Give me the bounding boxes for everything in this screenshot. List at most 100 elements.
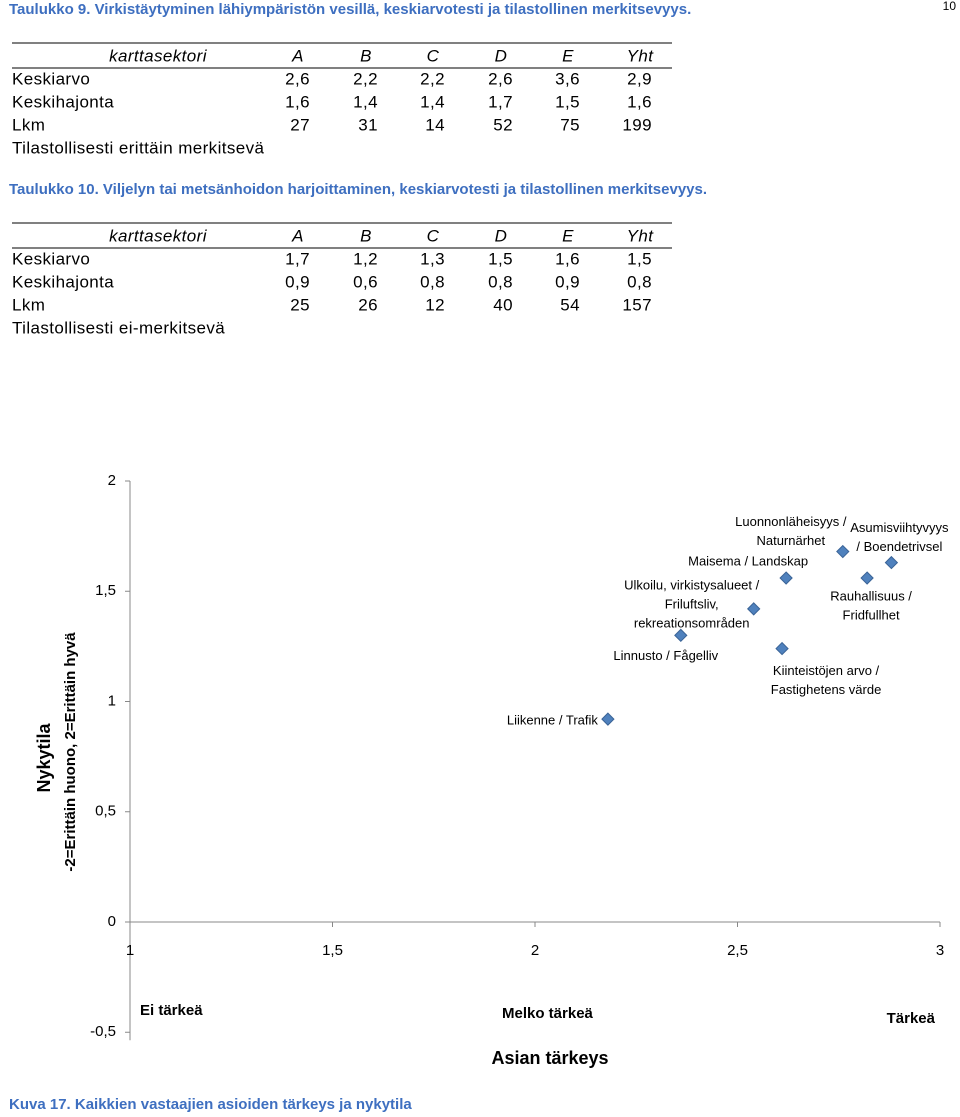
table-cell: 1,4 [420, 92, 445, 111]
data-point [746, 602, 761, 616]
data-point [884, 555, 899, 570]
table-cell: 1,7 [488, 92, 513, 111]
column-header: C [427, 226, 440, 245]
table-cell: 12 [425, 295, 445, 314]
table-cell: 31 [358, 115, 378, 134]
column-header: A [291, 226, 304, 245]
table-cell: 1,5 [488, 249, 513, 268]
table-cell: 1,2 [353, 249, 378, 268]
column-header: C [427, 46, 440, 65]
column-header: B [360, 46, 372, 65]
table-cell: 1,4 [353, 92, 378, 111]
row-label: Lkm [12, 115, 45, 134]
table-cell: 27 [290, 115, 310, 134]
table-cell: 157 [622, 295, 652, 314]
data-point [674, 628, 688, 643]
column-header: Yht [627, 226, 655, 245]
point-label: Fastighetens värde [771, 682, 882, 697]
y-tick-label: 2 [108, 472, 116, 489]
column-header: D [495, 46, 508, 65]
table-cell: 25 [290, 295, 310, 314]
column-header: D [495, 226, 508, 245]
y-tick-label: -0,5 [90, 1023, 116, 1040]
table-cell: 26 [358, 295, 378, 314]
point-label: Friluftsliv, [665, 596, 719, 611]
annotation: Tärkeä [887, 1010, 936, 1027]
table-cell: 2,2 [353, 69, 378, 88]
row-label: Lkm [12, 295, 45, 314]
y-tick-label: 0,5 [95, 803, 116, 820]
table-cell: 0,6 [353, 272, 378, 291]
point-label: rekreationsområden [634, 615, 750, 630]
table-cell: 14 [425, 115, 445, 134]
point-label: Rauhallisuus / [830, 588, 912, 603]
y-tick-label: 0 [108, 913, 116, 930]
table-cell: 52 [493, 115, 513, 134]
table-cell: 2,6 [285, 69, 310, 88]
point-label: / Boendetrivsel [856, 539, 942, 554]
annotation: Melko tärkeä [502, 1005, 594, 1022]
column-header: karttasektori [109, 46, 208, 65]
point-label: Naturnärhet [756, 533, 825, 548]
table-cell: 199 [622, 115, 652, 134]
table-cell: 3,6 [555, 69, 580, 88]
x-axis-title: Asian tärkeys [491, 1048, 608, 1068]
table-cell: 1,6 [627, 92, 652, 111]
table-note: Tilastollisesti erittäin merkitsevä [12, 138, 265, 157]
table-cell: 1,7 [285, 249, 310, 268]
table-caption: Taulukko 10. Viljelyn tai metsänhoidon h… [9, 181, 707, 198]
row-label: Keskiarvo [12, 69, 90, 88]
page-number: 10 [943, 0, 957, 13]
x-tick-label: 1 [126, 942, 134, 959]
table-cell: 0,9 [555, 272, 580, 291]
table-cell: 2,2 [420, 69, 445, 88]
point-label: Fridfullhet [843, 607, 900, 622]
row-label: Keskiarvo [12, 249, 90, 268]
column-header: E [562, 226, 574, 245]
point-label: Luonnonläheisyys / [735, 514, 847, 529]
row-label: Keskihajonta [12, 272, 114, 291]
table-cell: 1,6 [555, 249, 580, 268]
x-tick-label: 2,5 [727, 942, 748, 959]
x-tick-label: 2 [531, 942, 539, 959]
point-label: Asumisviihtyvyys [850, 520, 949, 535]
column-header: B [360, 226, 372, 245]
column-header: E [562, 46, 574, 65]
table-caption: Taulukko 9. Virkistäytyminen lähiympäris… [9, 1, 691, 18]
row-label: Keskihajonta [12, 92, 114, 111]
data-point [779, 571, 793, 585]
table-cell: 2,9 [627, 69, 652, 88]
table-cell: 75 [560, 115, 580, 134]
table-cell: 0,8 [420, 272, 445, 291]
y-axis-subtitle: -2=Erittäin huono, 2=Erittäin hyvä [62, 632, 79, 872]
data-point [601, 712, 615, 726]
y-tick-label: 1,5 [95, 582, 116, 599]
figure-caption: Kuva 17. Kaikkien vastaajien asioiden tä… [9, 1096, 412, 1113]
column-header: karttasektori [109, 226, 208, 245]
table-cell: 54 [560, 295, 580, 314]
point-label: Liikenne / Trafik [507, 713, 599, 728]
data-point [775, 641, 789, 656]
table-note: Tilastollisesti ei-merkitsevä [12, 318, 225, 337]
point-label: Linnusto / Fågelliv [613, 648, 718, 663]
x-tick-label: 1,5 [322, 942, 343, 959]
column-header: Yht [627, 46, 655, 65]
annotation: Ei tärkeä [140, 1002, 203, 1019]
table-cell: 1,6 [285, 92, 310, 111]
point-label: Maisema / Landskap [688, 553, 808, 568]
table-cell: 1,5 [555, 92, 580, 111]
y-tick-label: 1 [108, 692, 116, 709]
data-point [860, 571, 874, 585]
table-cell: 2,6 [488, 69, 513, 88]
y-axis-title: Nykytila [34, 722, 54, 792]
table-cell: 40 [493, 295, 513, 314]
table-cell: 1,3 [420, 249, 445, 268]
table-cell: 0,8 [627, 272, 652, 291]
point-label: Kiinteistöjen arvo / [773, 663, 880, 678]
table-cell: 0,8 [488, 272, 513, 291]
data-point [836, 544, 850, 559]
x-tick-label: 3 [936, 942, 944, 959]
point-label: Ulkoilu, virkistysalueet / [624, 577, 759, 592]
table-cell: 0,9 [285, 272, 310, 291]
